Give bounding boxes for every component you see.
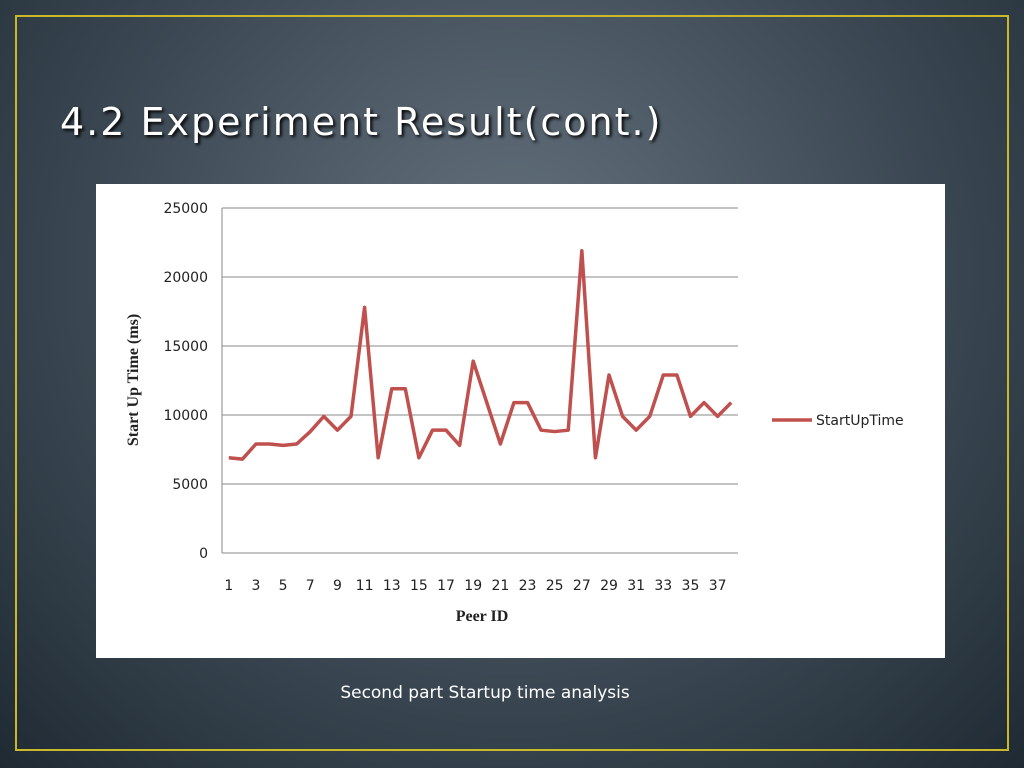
x-tick-label: 17 [437,578,455,594]
x-tick-label: 7 [306,578,315,594]
x-tick-label: 31 [627,578,645,594]
x-tick-label: 37 [709,578,727,594]
x-tick-label: 15 [410,578,428,594]
y-tick-label: 10000 [163,408,208,424]
x-tick-label: 25 [546,578,564,594]
x-tick-label: 19 [464,578,482,594]
x-tick-label: 13 [383,578,401,594]
y-tick-label: 20000 [163,270,208,286]
x-tick-label: 5 [279,578,288,594]
x-tick-label: 35 [682,578,700,594]
y-tick-label: 25000 [163,201,208,217]
y-tick-label: 5000 [172,477,208,493]
caption: Second part Startup time analysis [340,683,630,703]
chart: Peer ID Start Up Time (ms) 0 5000 10000 150… [96,184,945,658]
x-tick-label: 27 [573,578,591,594]
y-tick-label: 0 [199,546,208,562]
legend-label: StartUpTime [816,413,904,429]
x-tick-label: 23 [519,578,537,594]
x-tick-label: 1 [224,578,233,594]
data-line [228,249,733,461]
frame [15,15,1009,751]
x-tick-label: 29 [600,578,618,594]
x-tick-label: 33 [654,578,672,594]
y-tick-label: 15000 [163,339,208,355]
x-tick-label: 21 [491,578,509,594]
x-tick-label: 9 [333,578,342,594]
slide-title: 4.2 Experiment Result(cont.) [60,100,663,144]
x-axis-label: Peer ID [456,608,509,625]
x-tick-label: 3 [251,578,260,594]
y-axis-label: Start Up Time (ms) [125,314,142,446]
x-tick-label: 11 [356,578,374,594]
